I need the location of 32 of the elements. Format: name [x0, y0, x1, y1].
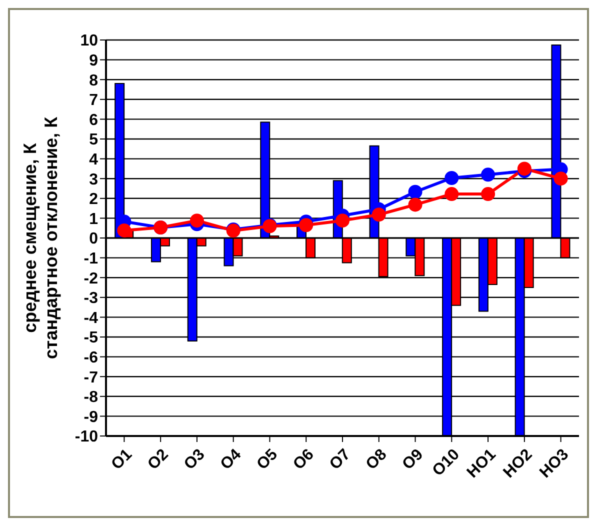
- x-tick-label: O4: [218, 446, 245, 474]
- x-tick-label: O9: [399, 446, 427, 474]
- y-tick-label: -4: [84, 310, 98, 327]
- y-tick-label: 3: [89, 171, 98, 188]
- y-tick-label: 6: [89, 112, 98, 129]
- x-tick-label: O8: [363, 446, 390, 474]
- y-tick-label: 0: [89, 230, 98, 248]
- y-tick-label: -6: [84, 349, 98, 366]
- x-tick-label: O3: [181, 446, 208, 474]
- y-tick-label: 1: [89, 210, 98, 228]
- y-tick-label: -5: [84, 330, 98, 347]
- y-tick-label: -10: [74, 428, 98, 446]
- y-tick-label: -3: [84, 290, 98, 308]
- y-tick-label: 8: [89, 72, 98, 90]
- x-tick-label: O10: [430, 446, 464, 480]
- y-axis-title: среднее смещение, К стандартное отклонение, К: [20, 116, 61, 360]
- y-tick-label: -1: [84, 250, 98, 268]
- y-tick-label: 5: [89, 132, 98, 149]
- x-tick-label: O6: [290, 446, 318, 474]
- y-tick-label: -9: [84, 408, 98, 426]
- x-tick-label: O7: [326, 446, 354, 474]
- y-tick-label: 2: [89, 191, 98, 208]
- x-tick-label: O1: [108, 446, 136, 474]
- y-tick-label: 4: [89, 151, 98, 168]
- y-tick-label: -2: [84, 270, 98, 288]
- y-tick-label: 10: [80, 32, 98, 50]
- y-tick-label: -8: [84, 389, 98, 406]
- y-tick-label: 7: [89, 92, 98, 110]
- y-tick-label: -7: [84, 369, 98, 386]
- x-tick-label: O2: [144, 446, 172, 474]
- x-tick-label: O5: [254, 446, 282, 474]
- y-tick-label: 9: [89, 52, 98, 70]
